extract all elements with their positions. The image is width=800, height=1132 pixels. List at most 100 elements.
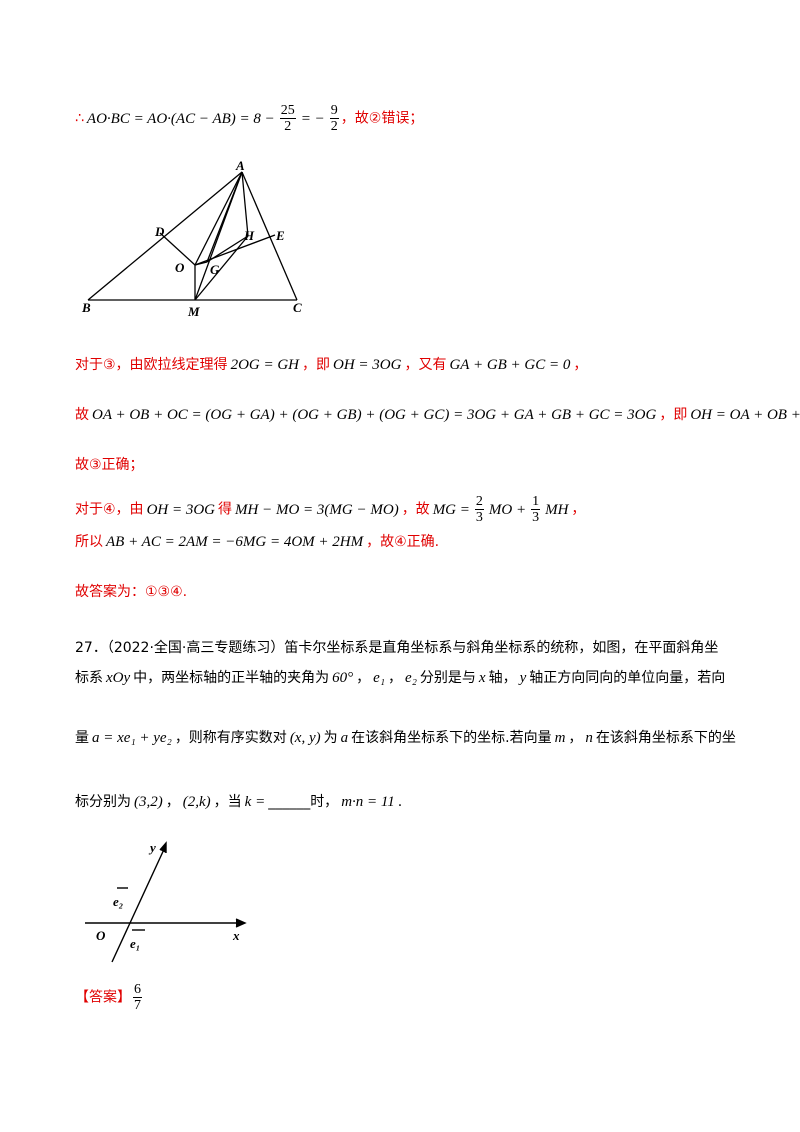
solution-line: 对于④，由 OH = 3OG 得 MH − MO = 3(MG − MO) ，故 MG =… bbox=[75, 494, 585, 525]
text: 在该斜角坐标系下的坐 bbox=[595, 730, 736, 746]
text: 分别是与 bbox=[419, 670, 476, 686]
text: 故 bbox=[75, 407, 89, 423]
denominator: 2 bbox=[330, 119, 338, 134]
text: 标分别为 bbox=[75, 794, 131, 810]
denominator: 3 bbox=[475, 510, 483, 525]
math: xOy bbox=[106, 670, 131, 686]
text: ， bbox=[571, 501, 586, 518]
math: MO + bbox=[488, 501, 527, 518]
axis-label: O bbox=[96, 928, 106, 943]
text: 轴正方向同向的单位向量，若向 bbox=[529, 670, 726, 686]
numerator: 1 bbox=[531, 494, 541, 510]
point-label: C bbox=[293, 300, 302, 315]
text: ，又有 bbox=[404, 357, 447, 373]
point-label: G bbox=[210, 262, 220, 277]
text: 所以 bbox=[75, 534, 103, 550]
denominator: 2 bbox=[284, 119, 292, 134]
point-label: H bbox=[243, 228, 255, 243]
text: ， bbox=[568, 730, 583, 746]
axis-label: e₂ bbox=[113, 894, 123, 909]
text: 对于③，由欧拉线定理得 bbox=[75, 357, 228, 373]
text: 故③正确； bbox=[75, 457, 144, 473]
text: ，即 bbox=[659, 407, 688, 423]
text: ， bbox=[388, 670, 403, 686]
numerator: 2 bbox=[474, 494, 484, 510]
fraction: 25 2 bbox=[279, 103, 296, 134]
solution-line: 所以 AB + AC = 2AM = −6MG = 4OM + 2HM ，故④正确. bbox=[75, 532, 439, 552]
text: ， bbox=[573, 357, 588, 373]
text: ，即 bbox=[302, 357, 331, 373]
math: OH = 3OG bbox=[146, 501, 216, 518]
math: MH bbox=[545, 501, 569, 518]
text: . bbox=[397, 794, 403, 810]
axis-label: e₁ bbox=[130, 936, 140, 951]
problem-line: 标分别为 (3,2)， (2,k) ，当 k = ______时， m·n = 11. bbox=[75, 792, 402, 812]
text: 标系 bbox=[75, 670, 103, 686]
math: k = bbox=[244, 794, 266, 810]
solution-line: 对于③，由欧拉线定理得 2OG = GH ，即 OH = 3OG ，又有 GA + GB … bbox=[75, 355, 587, 375]
math: (x, y) bbox=[289, 730, 321, 746]
text: 对于④，由 bbox=[75, 501, 144, 518]
text: ，故 bbox=[401, 501, 430, 518]
math: AB + AC = 2AM = −6MG = 4OM + 2HM bbox=[106, 534, 364, 550]
math: a = xe₁ + ye₂ bbox=[92, 730, 172, 746]
math: = − bbox=[300, 110, 325, 127]
axes-figure bbox=[85, 841, 247, 963]
point-label: O bbox=[175, 260, 185, 275]
math: MG = bbox=[432, 501, 470, 518]
math: y bbox=[519, 670, 527, 686]
point-label: D bbox=[154, 224, 165, 239]
text: 在该斜角坐标系下的坐标.若向量 bbox=[351, 730, 552, 746]
math: e₂ bbox=[405, 670, 417, 686]
solution-line: 故答案为：①③④. bbox=[75, 582, 187, 602]
numerator: 9 bbox=[329, 103, 339, 119]
text: 故答案为：①③④. bbox=[75, 584, 188, 600]
math: OH = OA + OB + OC bbox=[690, 407, 800, 423]
point-label: E bbox=[275, 228, 285, 243]
numerator: 25 bbox=[279, 103, 296, 119]
text: ， bbox=[165, 794, 180, 810]
text: 轴， bbox=[488, 670, 517, 686]
math: (3,2) bbox=[134, 794, 163, 810]
axis-label: y bbox=[148, 840, 156, 855]
math: GA + GB + GC = 0 bbox=[449, 357, 571, 373]
problem-line: 27．（2022·全国·高三专题练习）笛卡尔坐标系是直角坐标系与斜角坐标系的统称… bbox=[75, 638, 718, 658]
text: ， bbox=[356, 670, 371, 686]
solution-line: 故 OA + OB + OC = (OG + GA) + (OG + GB) + … bbox=[75, 405, 800, 425]
math: n bbox=[585, 730, 593, 746]
text: 量 bbox=[75, 730, 89, 746]
text: 得 bbox=[218, 501, 233, 518]
text: ，故②错误； bbox=[340, 110, 424, 127]
text: ，当 bbox=[213, 794, 242, 810]
problem-line: 标系 xOy 中，两坐标轴的正半轴的夹角为 60°， e₁， e₂ 分别是与 x 轴， y 轴正方向… bbox=[75, 668, 725, 688]
math: x bbox=[478, 670, 486, 686]
text: ，故④正确. bbox=[366, 534, 440, 550]
text: 中，两坐标轴的正半轴的夹角为 bbox=[133, 670, 330, 686]
axis-label: x bbox=[232, 928, 240, 943]
denominator: 7 bbox=[134, 998, 141, 1013]
math: e₁ bbox=[373, 670, 386, 686]
math: AO·BC = AO·(AC − AB) = 8 − bbox=[86, 110, 275, 127]
math: a bbox=[340, 730, 349, 746]
math: OA + OB + OC = (OG + GA) + (OG + GB) + (… bbox=[92, 407, 657, 423]
answer: 【答案】 6 7 bbox=[75, 982, 144, 1013]
triangle-figure bbox=[87, 171, 298, 301]
solution-line: ∴ AO·BC = AO·(AC − AB) = 8 −25 2 = −9 2 ，故②错误… bbox=[75, 103, 423, 134]
text: 27．（2022·全国·高三专题练习）笛卡尔坐标系是直角坐标系与斜角坐标系的统称… bbox=[75, 640, 719, 656]
answer-tag: 【答案】 bbox=[75, 989, 131, 1006]
point-label: M bbox=[187, 304, 200, 319]
solution-line: 故③正确； bbox=[75, 455, 144, 475]
math: (2,k) bbox=[182, 794, 211, 810]
text: ，则称有序实数对 bbox=[174, 730, 287, 746]
numerator: 6 bbox=[133, 982, 142, 998]
point-label: A bbox=[235, 158, 245, 173]
math: OH = 3OG bbox=[333, 357, 402, 373]
math: m bbox=[554, 730, 566, 746]
